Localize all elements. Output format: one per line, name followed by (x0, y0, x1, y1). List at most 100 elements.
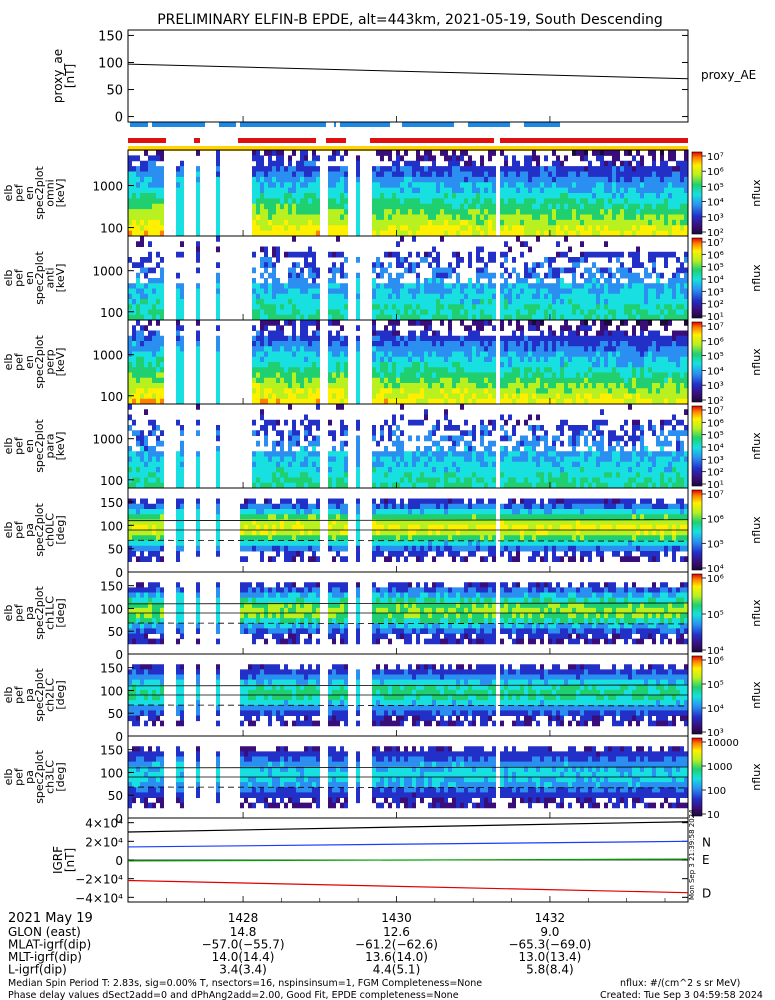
spectrogram-cell (336, 477, 340, 484)
spectrogram-cell (560, 398, 564, 405)
spectrogram-cell (648, 251, 652, 258)
spectrogram-cell (380, 362, 384, 368)
spectrogram-cell (616, 150, 620, 156)
spectrogram-cell (444, 346, 448, 352)
spectrogram-cell (460, 171, 464, 178)
spectrogram-cell (476, 388, 480, 394)
spectrogram-cell (256, 214, 260, 221)
spectrogram-cell (676, 356, 680, 363)
spectrogram-cell (616, 278, 620, 284)
spectrogram-cell (336, 362, 340, 368)
spectrogram-cell (396, 320, 400, 326)
spectrogram-cell (560, 335, 564, 342)
spectrogram-cell (492, 346, 496, 352)
spectrogram-cell (128, 219, 132, 226)
spectrogram-cell (668, 346, 672, 352)
spectrogram-cell (292, 325, 296, 331)
spectrogram-cell (280, 362, 284, 368)
spectrogram-cell (672, 362, 676, 368)
spectrogram-cell (460, 299, 464, 305)
spectrogram-cell (420, 362, 424, 368)
spectrogram-cell (436, 187, 440, 194)
spectrogram-cell (312, 225, 316, 232)
spectrogram-cell (140, 166, 144, 172)
spectrogram-cell (316, 283, 320, 289)
spectrogram-cell (604, 176, 608, 183)
spectrogram-cell (488, 377, 492, 384)
spectrogram-cell (152, 477, 156, 484)
spectrogram-cell (392, 230, 396, 237)
spectrogram-cell (584, 182, 588, 189)
y-tick-label: 1000 (92, 265, 123, 279)
spectrogram-cell (464, 293, 468, 300)
spectrogram-cell (272, 293, 276, 300)
spectrogram-cell (372, 467, 376, 473)
spectrogram-cell (420, 166, 424, 172)
spectrogram-cell (416, 214, 420, 221)
spectrogram-cell (656, 372, 660, 379)
spectrogram-cell (508, 272, 512, 279)
spectrogram-cell (532, 166, 536, 172)
spectrogram-cell (196, 419, 200, 426)
spectrogram-cell (632, 346, 636, 352)
spectrogram-cell (128, 461, 132, 468)
spectrogram-cell (504, 309, 508, 316)
spectrogram-cell (604, 251, 608, 258)
spectrogram-cell (264, 477, 268, 484)
spectrogram-cell (672, 330, 676, 337)
spectrogram-cell (344, 166, 348, 172)
spectrogram-cell (656, 299, 660, 305)
spectrogram-cell (340, 446, 344, 452)
spectrogram-cell (612, 341, 616, 347)
spectrogram-cell (596, 203, 600, 210)
spectrogram-cell (440, 176, 444, 183)
spectrogram-cell (636, 198, 640, 205)
spectrogram-cell (344, 309, 348, 316)
spectrogram-cell (196, 456, 200, 463)
spectrogram-cell (540, 362, 544, 368)
spectrogram-cell (136, 262, 140, 268)
spectrogram-cell (216, 304, 220, 310)
spectrogram-cell (312, 209, 316, 215)
spectrogram-cell (420, 219, 424, 226)
spectrogram-cell (592, 314, 596, 321)
spectrogram-cell (564, 166, 568, 172)
spectrogram-cell (540, 278, 544, 284)
spectrogram-cell (144, 335, 148, 342)
spectrogram-cell (516, 393, 520, 400)
spectrogram-cell (640, 262, 644, 268)
spectrogram-cell (676, 372, 680, 379)
spectrogram-cell (316, 398, 320, 405)
spectrogram-cell (576, 150, 580, 156)
spectrogram-cell (608, 225, 612, 232)
spectrogram-cell (316, 203, 320, 210)
spectrogram-cell (260, 314, 264, 321)
spectrogram-cell (284, 209, 288, 215)
spectrogram-cell (148, 356, 152, 363)
spectrogram-cell (384, 346, 388, 352)
spectrogram-cell (140, 456, 144, 463)
spectrogram-cell (556, 283, 560, 289)
spectrogram-cell (144, 203, 148, 210)
spectrogram-cell (528, 219, 532, 226)
spectrogram-cell (516, 341, 520, 347)
spectrogram-cell (404, 351, 408, 358)
spectrogram-cell (372, 193, 376, 199)
spectrogram-cell (156, 299, 160, 305)
spectrogram-cell (644, 230, 648, 237)
spectrogram-cell (260, 425, 264, 431)
spectrogram-cell (532, 230, 536, 237)
spectrogram-cell (344, 351, 348, 358)
spectrogram-cell (608, 176, 612, 183)
spectrogram-cell (432, 299, 436, 305)
spectrogram-cell (608, 230, 612, 237)
spectrogram-cell (476, 209, 480, 215)
spectrogram-cell (128, 187, 132, 194)
spectrogram-cell (340, 176, 344, 183)
spectrogram-cell (492, 209, 496, 215)
spectrogram-cell (524, 309, 528, 316)
spectrogram-cell (560, 283, 564, 289)
spectrogram-cell (620, 367, 624, 373)
spectrogram-cell (600, 388, 604, 394)
spectrogram-cell (336, 472, 340, 478)
